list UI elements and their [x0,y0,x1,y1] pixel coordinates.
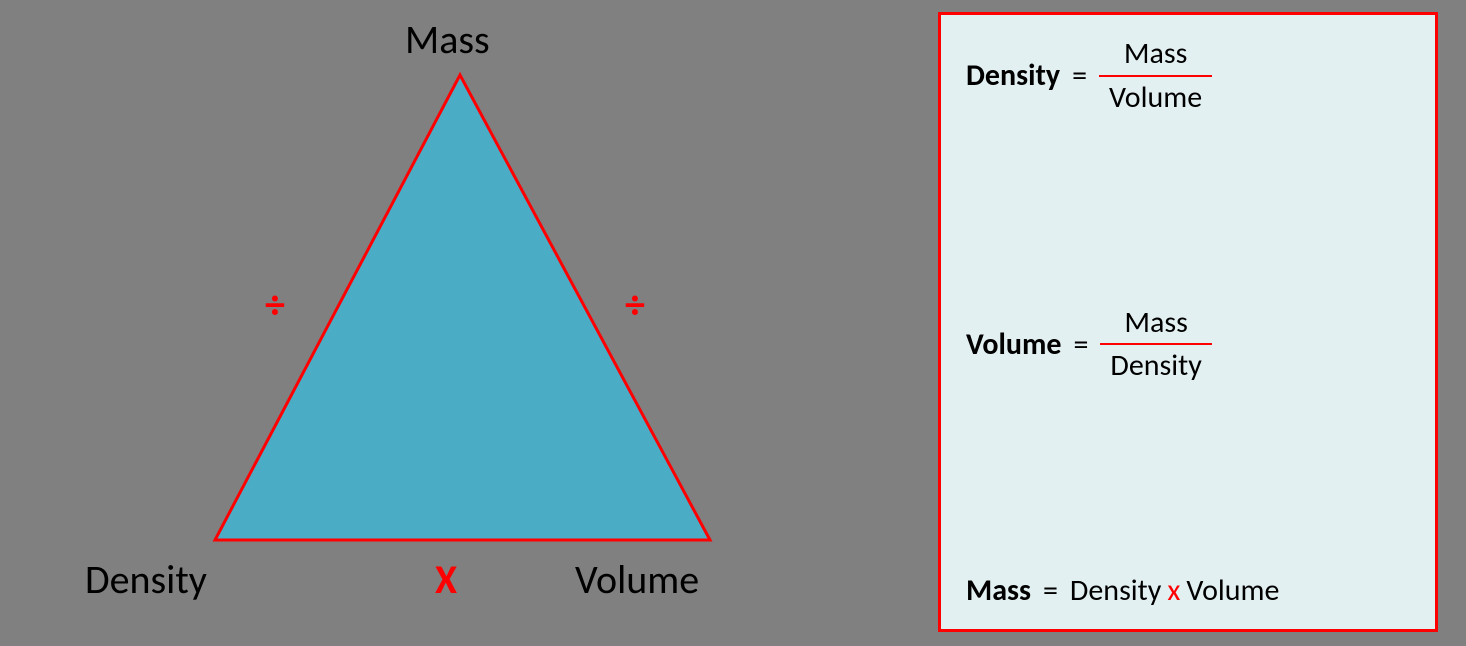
equals-sign: = [1072,57,1087,94]
triangle-label-top: Mass [405,15,490,64]
product-left: Density [1070,572,1161,609]
equals-sign: = [1073,326,1088,363]
product-right: Volume [1186,572,1279,609]
triangle-diagram: Mass Density Volume ÷ ÷ X [0,0,920,646]
triangle-label-left: Density [85,555,207,604]
numerator: Mass [1114,304,1198,344]
formula-box: Density = Mass Volume Volume = Mass Dens… [938,12,1438,632]
formula-mass: Mass = Density x Volume [966,572,1410,609]
denominator: Density [1100,343,1211,385]
divide-right-icon: ÷ [625,280,645,329]
formula-lhs: Volume [966,326,1061,363]
triangle-shape [0,0,920,646]
formula-density: Density = Mass Volume [966,35,1410,116]
formula-volume: Volume = Mass Density [966,304,1410,385]
fraction: Mass Density [1100,304,1211,385]
divide-left-icon: ÷ [265,280,285,329]
formula-lhs: Density [966,57,1060,94]
fraction: Mass Volume [1099,35,1212,116]
numerator: Mass [1114,35,1198,75]
equals-sign: = [1043,572,1058,609]
formula-lhs: Mass [966,572,1031,609]
triangle-label-right: Volume [575,555,699,604]
denominator: Volume [1099,75,1212,117]
multiply-bottom-icon: X [435,555,457,604]
multiply-icon: x [1167,572,1180,609]
